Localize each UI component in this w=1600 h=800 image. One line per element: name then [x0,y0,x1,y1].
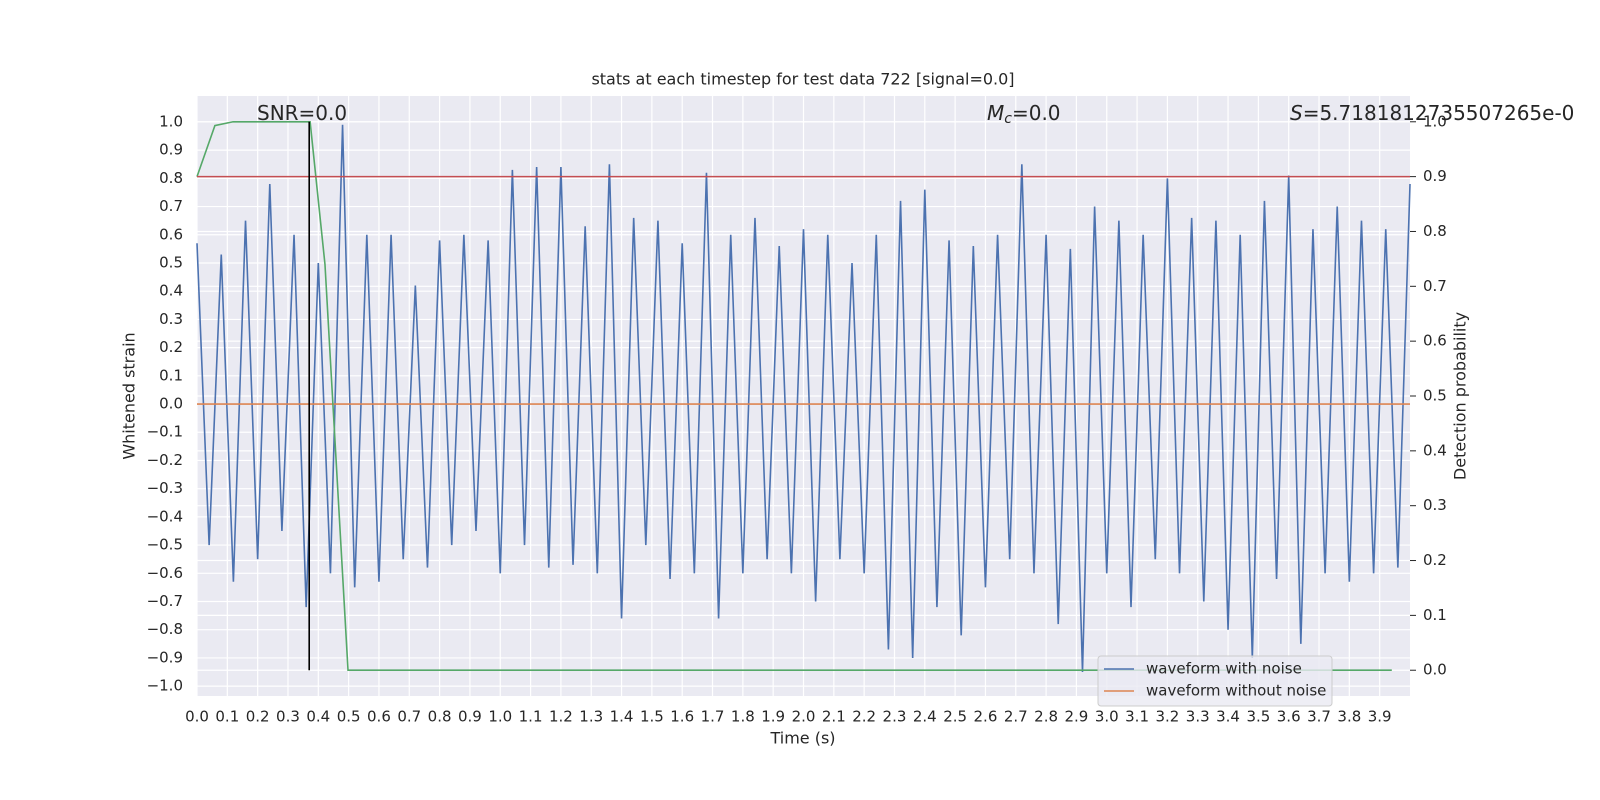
x-tick-label: 0.7 [397,708,421,726]
y-tick-label: 0.4 [159,282,183,300]
y2-tick-label: 0.4 [1423,441,1447,459]
y-tick-label: 0.3 [159,310,183,328]
y2-tick-label: 0.7 [1423,277,1447,295]
y2-tick-label: 0.2 [1423,551,1447,569]
y-tick-label: 0.5 [159,253,183,271]
annotation-text: SNR=0.0 [257,101,347,125]
x-tick-label: 1.2 [549,708,573,726]
marks [196,120,1411,673]
y2-tick-label: 0.0 [1423,661,1447,679]
annotation: S=5.7181812735507265e-0 [1290,101,1574,125]
annotation: SNR=0.0 [257,101,347,125]
x-tick-label: 0.8 [428,708,452,726]
y-tick-label: 0.1 [159,366,183,384]
chart-title: stats at each timestep for test data 722… [591,70,1014,89]
x-tick-label: 3.4 [1216,708,1240,726]
legend-label: waveform with noise [1146,660,1302,678]
x-tick-label: 3.5 [1246,708,1270,726]
x-tick-label: 1.5 [640,708,664,726]
x-tick-label: 0.5 [337,708,361,726]
y-tick-label: −1.0 [147,677,183,695]
x-tick-label: 1.3 [579,708,603,726]
annotation-symbol: M [987,101,1004,125]
x-tick-label: 2.7 [1004,708,1028,726]
x-tick-label: 2.2 [852,708,876,726]
y-tick-label: −0.8 [147,620,183,638]
x-tick-label: 1.1 [519,708,543,726]
x-tick-label: 2.8 [1034,708,1058,726]
x-tick-label: 1.6 [670,708,694,726]
x-tick-label: 1.8 [731,708,755,726]
y-tick-label: 0.6 [159,225,183,243]
x-tick-label: 2.5 [943,708,967,726]
x-tick-label: 0.1 [215,708,239,726]
annotation-text: =0.0 [1012,101,1061,125]
x-tick-label: 3.2 [1155,708,1179,726]
y-tick-label: 0.2 [159,338,183,356]
x-tick-label: 0.2 [246,708,270,726]
y2-tick-label: 0.9 [1423,167,1447,185]
y-tick-label: 1.0 [159,112,183,130]
series-line [196,124,1411,673]
y-tick-label: 0.8 [159,169,183,187]
x-tick-label: 3.6 [1277,708,1301,726]
x-tick-label: 3.3 [1186,708,1210,726]
x-tick-label: 2.1 [822,708,846,726]
x-tick-label: 1.9 [761,708,785,726]
y2-tick-label: 0.1 [1423,606,1447,624]
y2-tick-label: 0.8 [1423,222,1447,240]
y-tick-label: −0.3 [147,479,183,497]
y-tick-label: 0.0 [159,395,183,413]
y-tick-label: −0.1 [147,423,183,441]
y-tick-label: −0.6 [147,564,183,582]
y-axis-label: Whitened strain [120,332,139,459]
x-tick-label: 3.7 [1307,708,1331,726]
y2-tick-label: 1.0 [1423,112,1447,130]
legend-box [1097,655,1333,707]
y-tick-label: −0.2 [147,451,183,469]
annotation-text: =5.7181812735507265e-0 [1303,101,1575,125]
y-tick-label: −0.4 [147,507,183,525]
y2-tick-label: 0.3 [1423,496,1447,514]
x-tick-label: 2.6 [974,708,998,726]
y-tick-label: −0.9 [147,648,183,666]
x-tick-label: 2.9 [1064,708,1088,726]
y-tick-label: 0.9 [159,141,183,159]
legend-label: waveform without noise [1146,682,1326,700]
x-tick-label: 0.4 [306,708,330,726]
x-tick-label: 0.3 [276,708,300,726]
x-tick-label: 3.9 [1368,708,1392,726]
x-tick-label: 0.6 [367,708,391,726]
x-tick-label: 1.0 [488,708,512,726]
x-tick-label: 3.0 [1095,708,1119,726]
x-tick-label: 2.4 [913,708,937,726]
x-tick-label: 1.7 [701,708,725,726]
x-tick-label: 0.9 [458,708,482,726]
y-tick-label: 0.7 [159,197,183,215]
annotation-subscript: c [1004,111,1012,127]
series-line [196,120,1392,672]
legend: waveform with noise waveform without nois… [1097,655,1333,707]
y-tick-label: −0.5 [147,536,183,554]
x-tick-label: 2.0 [792,708,816,726]
y2-tick-label: 0.5 [1423,387,1447,405]
x-tick-label: 0.0 [185,708,209,726]
annotation: Mc=0.0 [987,101,1061,128]
x-tick-label: 1.4 [610,708,634,726]
x-tick-label: 3.1 [1125,708,1149,726]
y-tick-label: −0.7 [147,592,183,610]
x-tick-label: 2.3 [883,708,907,726]
y2-tick-label: 0.6 [1423,332,1447,350]
x-axis-label: Time (s) [769,729,835,748]
x-tick-label: 3.8 [1337,708,1361,726]
y2-axis-label: Detection probability [1451,312,1470,480]
annotation-symbol: S [1290,101,1303,125]
